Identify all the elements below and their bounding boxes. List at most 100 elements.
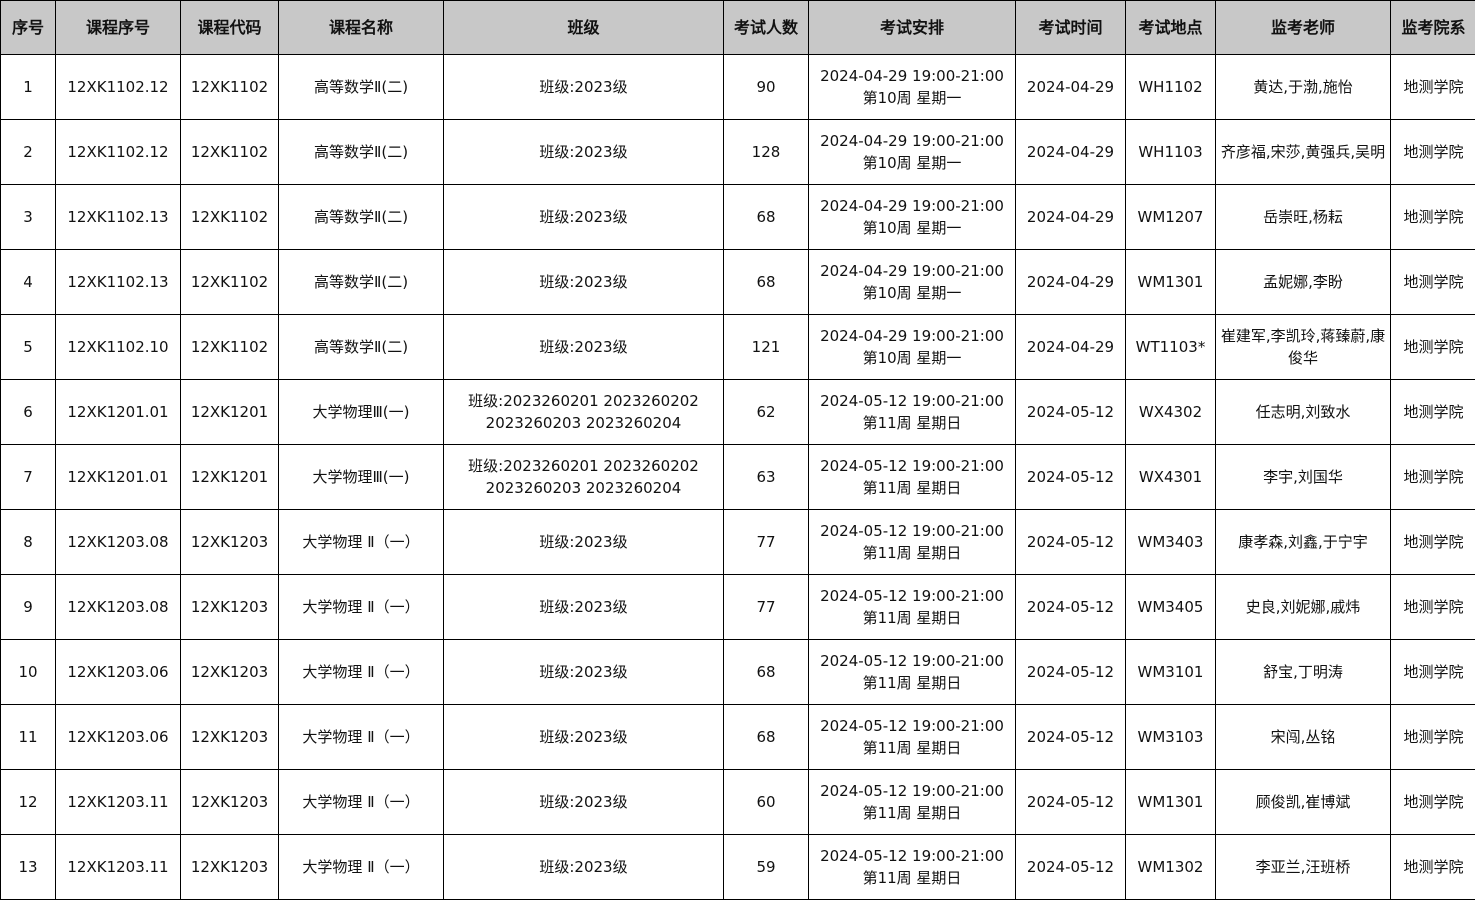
cell-course-name: 高等数学Ⅱ(二) <box>278 184 444 250</box>
cell-proctor-dept: 地测学院 <box>1390 314 1475 380</box>
cell-exam-location: WX4301 <box>1125 444 1216 510</box>
cell-index: 4 <box>0 249 56 315</box>
cell-class: 班级:2023级 <box>443 769 724 835</box>
cell-exam-location: WM3101 <box>1125 639 1216 705</box>
table-row: 4 12XK1102.13 12XK1102 高等数学Ⅱ(二) 班级:2023级 68 20… <box>0 249 1475 315</box>
cell-exam-count: 68 <box>723 184 809 250</box>
cell-proctors: 宋闯,丛铭 <box>1215 704 1391 770</box>
cell-course-name: 大学物理 Ⅱ（一） <box>278 509 444 575</box>
cell-course-name: 高等数学Ⅱ(二) <box>278 119 444 185</box>
cell-exam-location: WM3403 <box>1125 509 1216 575</box>
cell-class: 班级:2023级 <box>443 54 724 120</box>
cell-course-seq: 12XK1102.13 <box>55 249 181 315</box>
cell-exam-location: WH1103 <box>1125 119 1216 185</box>
cell-exam-date: 2024-04-29 <box>1015 54 1126 120</box>
cell-exam-location: WM1207 <box>1125 184 1216 250</box>
cell-exam-date: 2024-05-12 <box>1015 834 1126 900</box>
cell-exam-location: WM3103 <box>1125 704 1216 770</box>
cell-exam-arrangement: 2024-04-29 19:00-21:00 第10周 星期一 <box>808 54 1016 120</box>
cell-course-code: 12XK1201 <box>180 444 279 510</box>
cell-exam-arrangement: 2024-05-12 19:00-21:00 第11周 星期日 <box>808 639 1016 705</box>
cell-exam-arrangement: 2024-05-12 19:00-21:00 第11周 星期日 <box>808 509 1016 575</box>
cell-course-name: 大学物理 Ⅱ（一） <box>278 769 444 835</box>
cell-exam-arrangement: 2024-05-12 19:00-21:00 第11周 星期日 <box>808 769 1016 835</box>
cell-exam-location: WM1302 <box>1125 834 1216 900</box>
cell-proctor-dept: 地测学院 <box>1390 54 1475 120</box>
cell-course-seq: 12XK1203.06 <box>55 639 181 705</box>
cell-course-name: 大学物理 Ⅱ（一） <box>278 574 444 640</box>
cell-proctors: 任志明,刘致水 <box>1215 379 1391 445</box>
cell-exam-date: 2024-05-12 <box>1015 769 1126 835</box>
cell-course-code: 12XK1203 <box>180 834 279 900</box>
cell-index: 5 <box>0 314 56 380</box>
cell-index: 8 <box>0 509 56 575</box>
cell-index: 11 <box>0 704 56 770</box>
cell-proctors: 岳崇旺,杨耘 <box>1215 184 1391 250</box>
cell-index: 6 <box>0 379 56 445</box>
cell-course-seq: 12XK1203.08 <box>55 509 181 575</box>
cell-exam-count: 63 <box>723 444 809 510</box>
cell-proctor-dept: 地测学院 <box>1390 704 1475 770</box>
cell-course-name: 高等数学Ⅱ(二) <box>278 249 444 315</box>
cell-course-code: 12XK1102 <box>180 249 279 315</box>
cell-exam-date: 2024-05-12 <box>1015 574 1126 640</box>
cell-course-name: 大学物理 Ⅱ（一） <box>278 834 444 900</box>
cell-course-name: 大学物理Ⅲ(一) <box>278 444 444 510</box>
cell-index: 1 <box>0 54 56 120</box>
cell-proctors: 孟妮娜,李盼 <box>1215 249 1391 315</box>
cell-course-code: 12XK1201 <box>180 379 279 445</box>
cell-class: 班级:2023级 <box>443 574 724 640</box>
cell-proctor-dept: 地测学院 <box>1390 184 1475 250</box>
table-row: 3 12XK1102.13 12XK1102 高等数学Ⅱ(二) 班级:2023级 68 20… <box>0 184 1475 250</box>
cell-exam-date: 2024-05-12 <box>1015 639 1126 705</box>
cell-class: 班级:2023级 <box>443 509 724 575</box>
cell-course-name: 大学物理 Ⅱ（一） <box>278 704 444 770</box>
cell-exam-date: 2024-05-12 <box>1015 444 1126 510</box>
cell-course-code: 12XK1102 <box>180 119 279 185</box>
cell-proctors: 崔建军,李凯玲,蒋臻蔚,康俊华 <box>1215 314 1391 380</box>
header-course-name: 课程名称 <box>278 0 444 55</box>
cell-exam-arrangement: 2024-05-12 19:00-21:00 第11周 星期日 <box>808 704 1016 770</box>
cell-proctors: 舒宝,丁明涛 <box>1215 639 1391 705</box>
table-row: 9 12XK1203.08 12XK1203 大学物理 Ⅱ（一） 班级:2023级 77 2… <box>0 574 1475 640</box>
table-row: 8 12XK1203.08 12XK1203 大学物理 Ⅱ（一） 班级:2023级 77 2… <box>0 509 1475 575</box>
table-row: 7 12XK1201.01 12XK1201 大学物理Ⅲ(一) 班级:202326020… <box>0 444 1475 510</box>
cell-index: 9 <box>0 574 56 640</box>
cell-course-name: 大学物理 Ⅱ（一） <box>278 639 444 705</box>
cell-course-name: 高等数学Ⅱ(二) <box>278 314 444 380</box>
cell-proctors: 李宇,刘国华 <box>1215 444 1391 510</box>
cell-course-code: 12XK1203 <box>180 574 279 640</box>
cell-index: 7 <box>0 444 56 510</box>
header-course-code: 课程代码 <box>180 0 279 55</box>
cell-exam-location: WX4302 <box>1125 379 1216 445</box>
cell-exam-count: 68 <box>723 249 809 315</box>
table-row: 5 12XK1102.10 12XK1102 高等数学Ⅱ(二) 班级:2023级 121 2… <box>0 314 1475 380</box>
cell-class: 班级:2023级 <box>443 184 724 250</box>
cell-course-name: 高等数学Ⅱ(二) <box>278 54 444 120</box>
cell-exam-count: 121 <box>723 314 809 380</box>
cell-course-code: 12XK1203 <box>180 704 279 770</box>
cell-class: 班级:2023260201 2023260202 2023260203 2023… <box>443 444 724 510</box>
cell-exam-date: 2024-04-29 <box>1015 184 1126 250</box>
cell-exam-date: 2024-05-12 <box>1015 509 1126 575</box>
cell-exam-date: 2024-04-29 <box>1015 314 1126 380</box>
cell-exam-count: 62 <box>723 379 809 445</box>
cell-course-seq: 12XK1102.10 <box>55 314 181 380</box>
cell-proctor-dept: 地测学院 <box>1390 249 1475 315</box>
cell-proctors: 李亚兰,汪班桥 <box>1215 834 1391 900</box>
cell-exam-count: 77 <box>723 574 809 640</box>
cell-exam-date: 2024-05-12 <box>1015 704 1126 770</box>
header-proctor-dept: 监考院系 <box>1390 0 1475 55</box>
cell-exam-count: 59 <box>723 834 809 900</box>
cell-exam-count: 60 <box>723 769 809 835</box>
cell-proctor-dept: 地测学院 <box>1390 639 1475 705</box>
cell-index: 2 <box>0 119 56 185</box>
cell-exam-location: WM1301 <box>1125 769 1216 835</box>
cell-course-code: 12XK1203 <box>180 639 279 705</box>
header-row: 序号 课程序号 课程代码 课程名称 班级 考试人数 考试安排 考试时间 考试地点 监考老师 监考院系 <box>0 0 1475 55</box>
cell-exam-date: 2024-04-29 <box>1015 119 1126 185</box>
cell-class: 班级:2023260201 2023260202 2023260203 2023… <box>443 379 724 445</box>
cell-course-seq: 12XK1102.13 <box>55 184 181 250</box>
cell-class: 班级:2023级 <box>443 704 724 770</box>
cell-proctor-dept: 地测学院 <box>1390 509 1475 575</box>
